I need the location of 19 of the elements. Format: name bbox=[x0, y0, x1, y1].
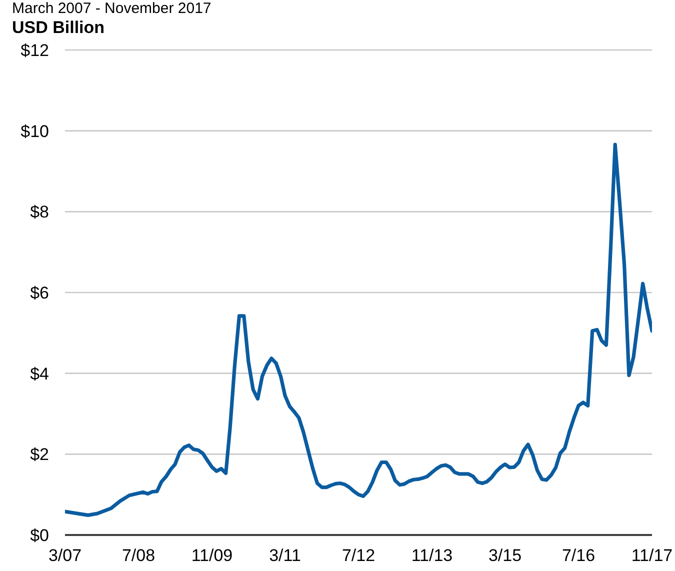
chart-title: March 2007 - November 2017 bbox=[12, 0, 212, 17]
x-tick-label: 3/07 bbox=[48, 546, 82, 566]
x-tick-label: 3/15 bbox=[488, 546, 522, 566]
y-tick-label: $0 bbox=[30, 526, 49, 546]
y-axis-title: USD Billion bbox=[12, 18, 105, 38]
x-tick-label: 7/12 bbox=[342, 546, 376, 566]
x-tick-label: 11/09 bbox=[191, 546, 233, 566]
y-tick-label: $2 bbox=[30, 445, 49, 464]
x-tick-label: 7/16 bbox=[562, 546, 596, 566]
y-tick-label: $8 bbox=[30, 202, 49, 222]
x-tick-label: 11/17 bbox=[631, 546, 673, 566]
y-tick-label: $6 bbox=[30, 284, 49, 303]
y-tick-label: $10 bbox=[20, 122, 49, 141]
y-tick-label: $4 bbox=[30, 364, 49, 384]
y-tick-label: $12 bbox=[20, 41, 49, 60]
x-tick-label: 3/11 bbox=[269, 546, 301, 566]
x-tick-label: 11/13 bbox=[411, 546, 453, 566]
x-tick-label: 7/08 bbox=[122, 546, 156, 566]
line-series bbox=[65, 142, 652, 517]
